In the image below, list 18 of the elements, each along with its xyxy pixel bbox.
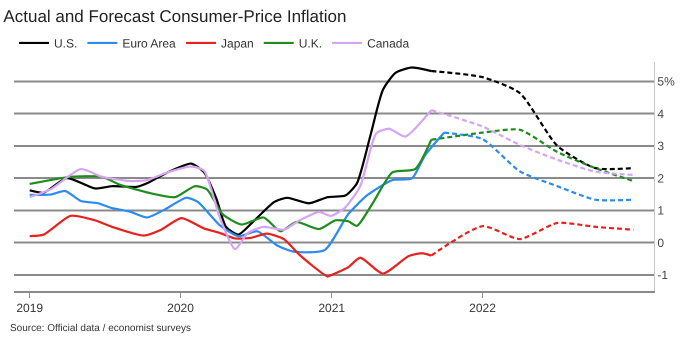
y-tick-label: 1: [657, 204, 664, 218]
y-tick-label: 3: [657, 139, 664, 154]
source-note: Source: Official data / economist surveys: [10, 323, 192, 334]
legend-label: Japan: [221, 36, 254, 51]
legend-label: Canada: [367, 36, 410, 51]
x-tick-label: 2022: [469, 301, 496, 316]
legend-label: U.S.: [54, 36, 78, 51]
y-tick-label: 4: [657, 106, 664, 121]
y-tick-label: 2: [657, 171, 664, 186]
chart-title: Actual and Forecast Consumer-Price Inflation: [3, 7, 346, 26]
y-tick-label: 5%: [657, 74, 676, 89]
x-tick-label: 2019: [16, 301, 44, 316]
legend-label: Euro Area: [122, 36, 176, 51]
x-tick-label: 2021: [318, 301, 346, 316]
y-tick-label: -1: [657, 268, 668, 282]
legend-label: U.K.: [298, 36, 322, 51]
y-tick-label: 0: [657, 236, 664, 250]
x-tick-label: 2020: [167, 301, 194, 316]
